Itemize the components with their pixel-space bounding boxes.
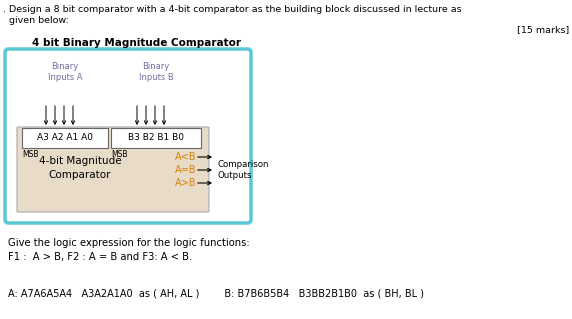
Text: Comparison
Outputs: Comparison Outputs <box>218 160 269 181</box>
Bar <box>111 128 201 148</box>
Text: A3 A2 A1 A0: A3 A2 A1 A0 <box>37 133 93 143</box>
Text: MSB: MSB <box>111 150 128 159</box>
FancyBboxPatch shape <box>17 127 209 212</box>
Text: [15 marks]: [15 marks] <box>517 25 569 34</box>
Text: . Design a 8 bit comparator with a 4-bit comparator as the building block discus: . Design a 8 bit comparator with a 4-bit… <box>3 5 462 14</box>
Text: MSB: MSB <box>22 150 38 159</box>
Text: A<B: A<B <box>175 152 197 162</box>
Text: A: A7A6A5A4   A3A2A1A0  as ( AH, AL )        B: B7B6B5B4   B3BB2B1B0  as ( BH, B: A: A7A6A5A4 A3A2A1A0 as ( AH, AL ) B: B7… <box>8 289 424 299</box>
Text: Give the logic expression for the logic functions:: Give the logic expression for the logic … <box>8 238 249 248</box>
FancyBboxPatch shape <box>5 49 251 223</box>
Text: 4 bit Binary Magnitude Comparator: 4 bit Binary Magnitude Comparator <box>32 38 241 48</box>
Text: Binary
Inputs A: Binary Inputs A <box>47 62 82 82</box>
Bar <box>22 128 108 148</box>
Text: Binary
Inputs B: Binary Inputs B <box>138 62 173 82</box>
Text: 4-bit Magnitude
Comparator: 4-bit Magnitude Comparator <box>39 156 121 180</box>
Text: A=B: A=B <box>175 165 197 175</box>
Text: B3 B2 B1 B0: B3 B2 B1 B0 <box>128 133 184 143</box>
Text: F1 :  A > B, F2 : A = B and F3: A < B.: F1 : A > B, F2 : A = B and F3: A < B. <box>8 252 192 262</box>
Text: given below:: given below: <box>3 16 69 25</box>
Text: A>B: A>B <box>175 178 197 188</box>
